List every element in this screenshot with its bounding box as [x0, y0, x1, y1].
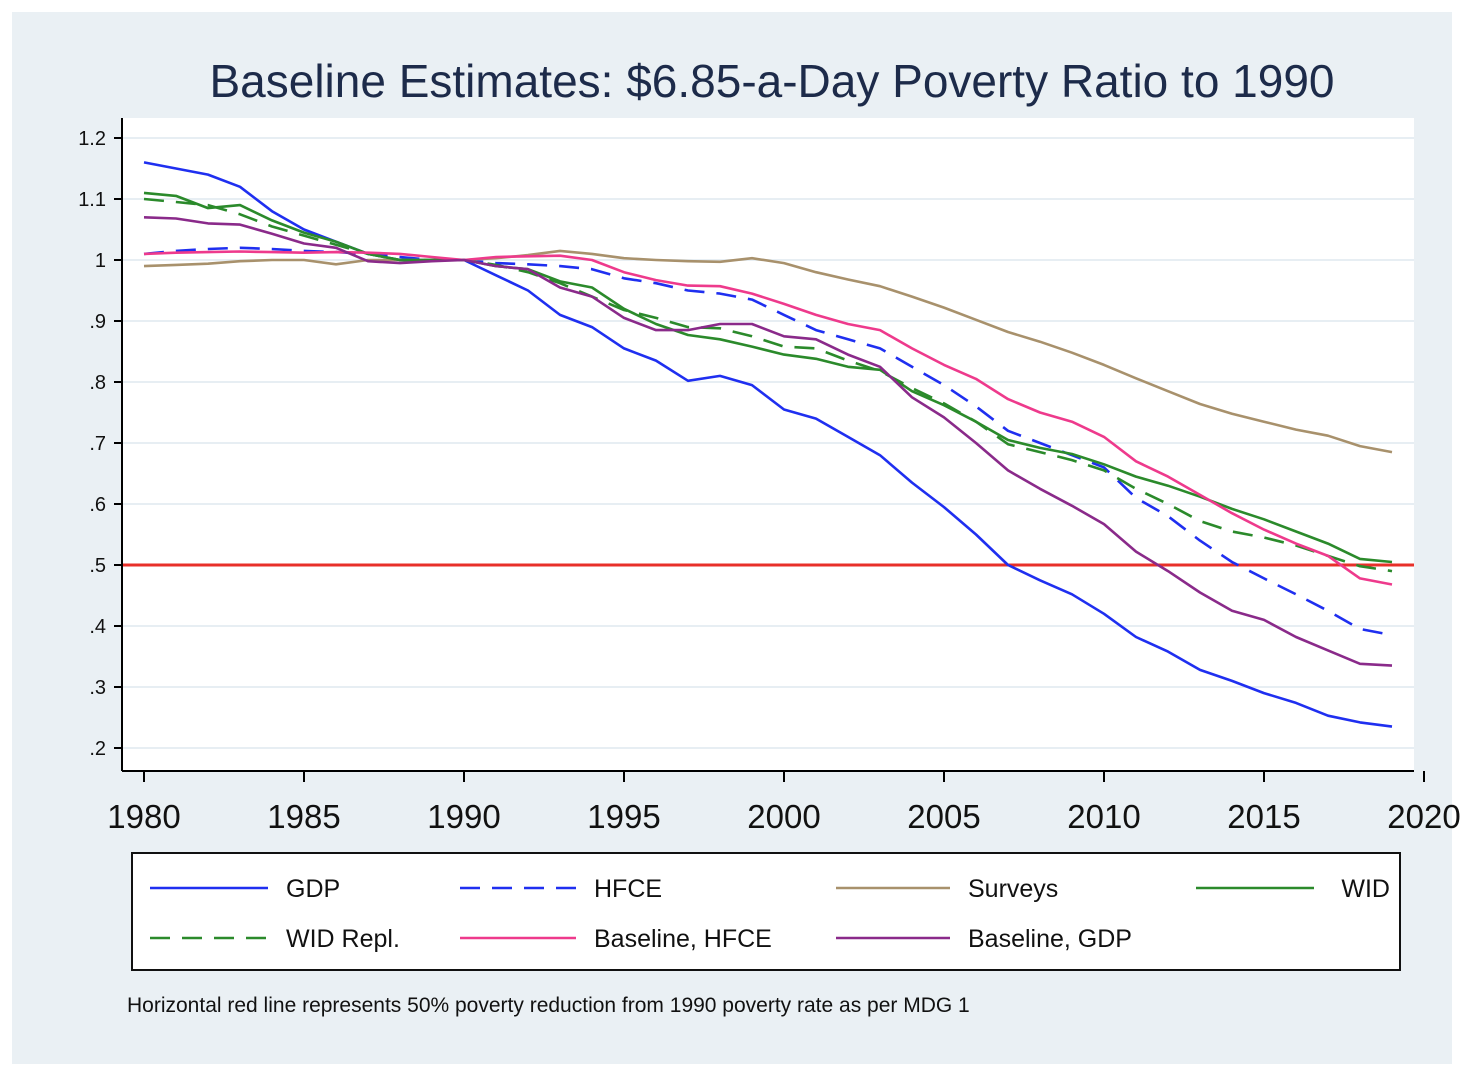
plot-area-background	[122, 118, 1414, 771]
series-line	[143, 191, 1393, 564]
legend: GDP HFCE Surveys WID WID Repl. Baseline, HFCE…	[131, 852, 1401, 971]
y-tick-label: 1.1	[78, 189, 106, 211]
x-tick-label: 2010	[1067, 798, 1140, 835]
series-line	[143, 197, 1393, 573]
x-tick-label: 1985	[267, 798, 340, 835]
y-tick-label: 1.2	[78, 128, 106, 150]
series-line	[143, 250, 1393, 586]
grid-lines	[122, 137, 1414, 749]
legend-label: WID	[1341, 875, 1390, 903]
series-line	[143, 216, 1393, 667]
legend-label: HFCE	[594, 875, 662, 903]
y-tick-label: .7	[89, 433, 106, 455]
x-tick-label: 2000	[747, 798, 820, 835]
chart-note: Horizontal red line represents 50% pover…	[127, 994, 970, 1017]
x-tick-label: 2015	[1227, 798, 1300, 835]
series-lines	[122, 161, 1414, 728]
legend-label: Surveys	[968, 875, 1058, 903]
y-tick-label: .4	[89, 616, 106, 638]
y-tick-label: .6	[89, 494, 106, 516]
legend-label: WID Repl.	[286, 925, 400, 953]
chart-title: Baseline Estimates: $6.85-a-Day Poverty …	[209, 55, 1334, 107]
y-tick-label: .8	[89, 372, 106, 394]
series-line	[143, 249, 1393, 454]
legend-box	[131, 852, 1401, 971]
y-tick-label: .5	[89, 555, 106, 577]
x-tick-label: 1990	[427, 798, 500, 835]
y-tick-label: .3	[89, 677, 106, 699]
legend-label: Baseline, HFCE	[594, 925, 772, 953]
x-tick-label: 2005	[907, 798, 980, 835]
y-tick-label: 1	[95, 250, 106, 272]
axes: .2 .3 .4 .5 .6 .7 .8 .9 1 1.1 1.2 1980 1985 1990 1995 2…	[78, 118, 1461, 835]
y-tick-label: .2	[89, 738, 106, 760]
legend-label: Baseline, GDP	[968, 925, 1132, 953]
x-tick-label: 1995	[587, 798, 660, 835]
x-tick-label: 2020	[1387, 798, 1460, 835]
legend-label: GDP	[286, 875, 340, 903]
y-tick-label: .9	[89, 311, 106, 333]
x-tick-label: 1980	[107, 798, 180, 835]
